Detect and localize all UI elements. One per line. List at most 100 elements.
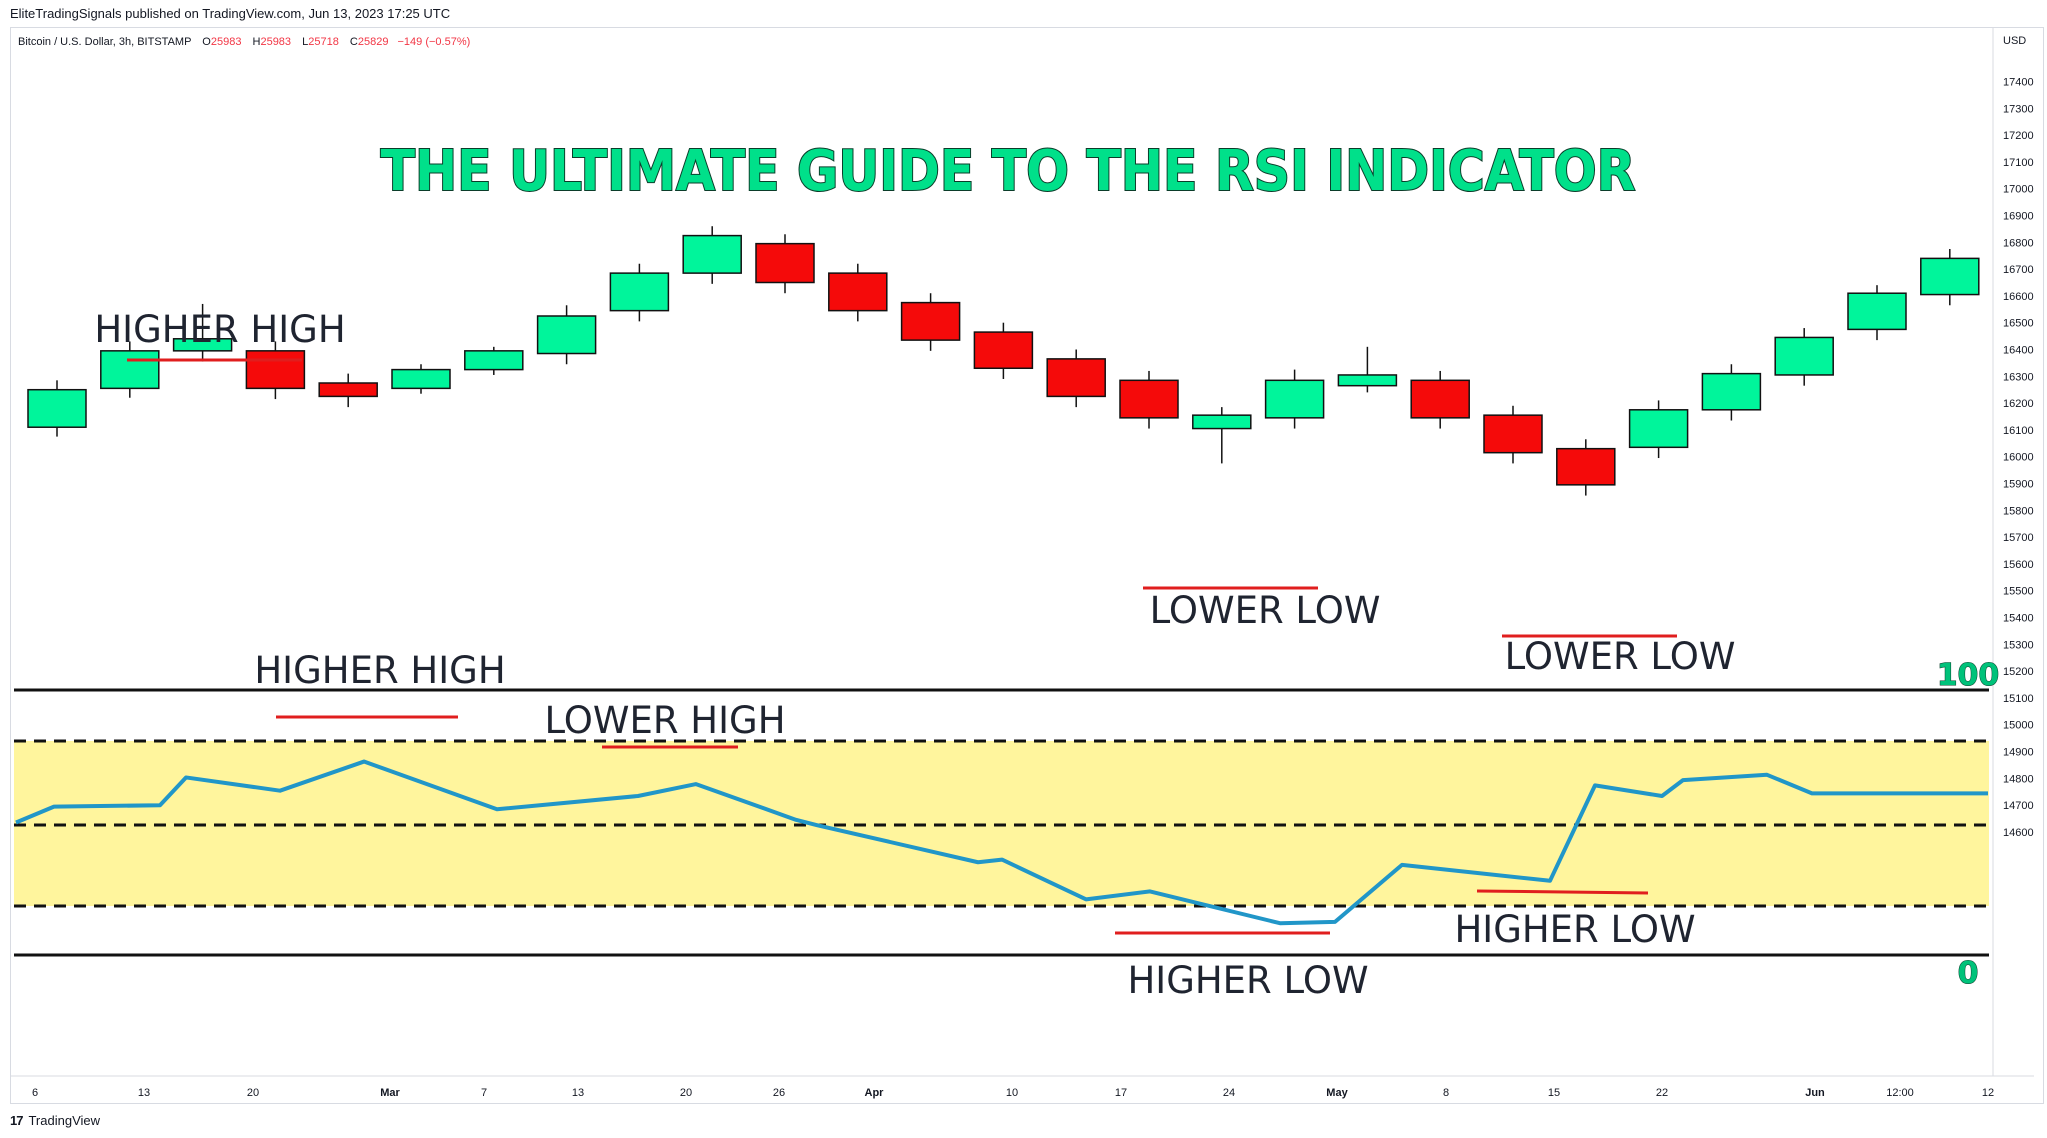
- low-label: L: [302, 36, 309, 48]
- price-tick-label: 14700: [2003, 800, 2034, 812]
- candle: [100, 341, 160, 398]
- time-tick-label: Apr: [865, 1087, 885, 1099]
- published-caption: EliteTradingSignals published on Trading…: [10, 6, 451, 21]
- time-tick-label: 15: [1548, 1087, 1560, 1099]
- candle-body-up: [1774, 336, 1834, 376]
- price-tick-label: 17100: [2003, 157, 2034, 169]
- candle: [1920, 249, 1980, 306]
- tradingview-logo[interactable]: 17 TradingView: [10, 1113, 100, 1128]
- candle-body-down: [900, 301, 961, 341]
- price-tick-label: 17300: [2003, 103, 2034, 115]
- time-tick-label: 10: [1006, 1087, 1018, 1099]
- candle-body-up: [100, 350, 160, 390]
- candle: [973, 322, 1034, 379]
- candle-body-up: [1920, 257, 1980, 296]
- candle-body-up: [1628, 409, 1689, 449]
- price-tick-label: 15000: [2003, 720, 2034, 732]
- time-tick-label: Jun: [1805, 1087, 1825, 1099]
- time-axis[interactable]: 6 13 20 Mar 7 13 20 26 Apr 10 17 24 May 8 15 22 Jun 12:00…: [32, 1087, 1994, 1099]
- candle: [1410, 370, 1470, 429]
- price-tick-label: 15100: [2003, 693, 2034, 705]
- time-tick-label: 17: [1115, 1087, 1127, 1099]
- candle: [318, 373, 378, 408]
- candle-body-up: [1264, 379, 1325, 419]
- rsi-higher-low-label-2: HIGHER LOW: [1454, 908, 1695, 951]
- candle-body-up: [172, 338, 233, 352]
- candle-body-up: [1847, 292, 1907, 331]
- high-label: H: [252, 36, 261, 48]
- price-tick-label: 16000: [2003, 452, 2034, 464]
- price-tick-label: 15300: [2003, 639, 2034, 651]
- price-tick-label: 14800: [2003, 773, 2034, 785]
- time-tick-label: 20: [680, 1087, 692, 1099]
- candle: [609, 263, 670, 322]
- chart-frame[interactable]: [10, 27, 2044, 1104]
- candle: [27, 380, 87, 437]
- time-tick-label: 24: [1223, 1087, 1235, 1099]
- price-tick-label: 16400: [2003, 345, 2034, 357]
- price-tick-label: 16900: [2003, 211, 2034, 223]
- price-axis[interactable]: 17400 17300 17200 17100 17000 16900 16800 16700…: [2003, 77, 2034, 839]
- time-tick-label: Mar: [380, 1087, 400, 1099]
- candle: [172, 303, 233, 362]
- low-value: 25718: [308, 36, 339, 48]
- chart-title: THE ULTIMATE GUIDE TO THE RSI INDICATOR: [381, 139, 1636, 204]
- price-tick-label: 17200: [2003, 130, 2034, 142]
- candle-body-up: [536, 315, 597, 355]
- candle-body-up: [682, 234, 742, 274]
- candle: [682, 226, 742, 284]
- candle: [1556, 439, 1616, 496]
- price-tick-label: 14900: [2003, 747, 2034, 759]
- rsi-0-label: 0: [1958, 956, 1979, 991]
- price-tick-label: 16500: [2003, 318, 2034, 330]
- rsi-higher-high-label: HIGHER HIGH: [254, 649, 505, 692]
- price-tick-label: 15400: [2003, 613, 2034, 625]
- currency-label: USD: [2003, 35, 2026, 47]
- candle: [464, 346, 524, 375]
- time-tick-label: 7: [481, 1087, 487, 1099]
- price-tick-label: 15700: [2003, 532, 2034, 544]
- open-label: O: [202, 36, 211, 48]
- candle: [1192, 407, 1252, 464]
- candle: [1264, 369, 1325, 429]
- candle: [828, 263, 888, 322]
- time-tick-label: 8: [1443, 1087, 1449, 1099]
- time-tick-label: 12:00: [1886, 1087, 1914, 1099]
- rsi-higher-low-line-2: [1476, 889, 1649, 895]
- candle-body-down: [1483, 414, 1543, 454]
- time-tick-label: 12: [1982, 1087, 1994, 1099]
- time-tick-label: May: [1326, 1087, 1348, 1099]
- change-value: −149 (−0.57%): [397, 36, 471, 48]
- price-tick-label: 16100: [2003, 425, 2034, 437]
- time-tick-label: 6: [32, 1087, 38, 1099]
- candle-body-down: [1119, 379, 1179, 419]
- rsi-lower-high-label: LOWER HIGH: [544, 699, 785, 742]
- open-value: 25983: [210, 36, 242, 48]
- price-tick-label: 14600: [2003, 827, 2034, 839]
- candle: [1046, 349, 1106, 408]
- price-tick-label: 16800: [2003, 237, 2034, 249]
- candle-body-down: [318, 382, 378, 398]
- candle: [536, 305, 597, 365]
- candle-body-up: [609, 272, 670, 312]
- price-tick-label: 16700: [2003, 264, 2034, 276]
- time-tick-label: 13: [572, 1087, 584, 1099]
- candle-body-up: [1192, 414, 1252, 430]
- price-tick-label: 15200: [2003, 666, 2034, 678]
- candle: [245, 341, 306, 400]
- candle-body-down: [755, 242, 815, 284]
- candle-body-down: [1556, 447, 1616, 486]
- tradingview-brand: TradingView: [28, 1113, 101, 1128]
- price-higher-high-label: HIGHER HIGH: [94, 308, 345, 351]
- candle-body-down: [828, 272, 888, 312]
- high-value: 25983: [260, 36, 292, 48]
- candle: [1119, 370, 1179, 429]
- rsi-higher-low-label-1: HIGHER LOW: [1127, 959, 1368, 1002]
- price-tick-label: 15600: [2003, 559, 2034, 571]
- candle: [1774, 328, 1834, 386]
- price-lower-low-label-1: LOWER LOW: [1150, 589, 1381, 632]
- price-tick-label: 16200: [2003, 398, 2034, 410]
- candle: [755, 234, 815, 294]
- price-tick-label: 16300: [2003, 371, 2034, 383]
